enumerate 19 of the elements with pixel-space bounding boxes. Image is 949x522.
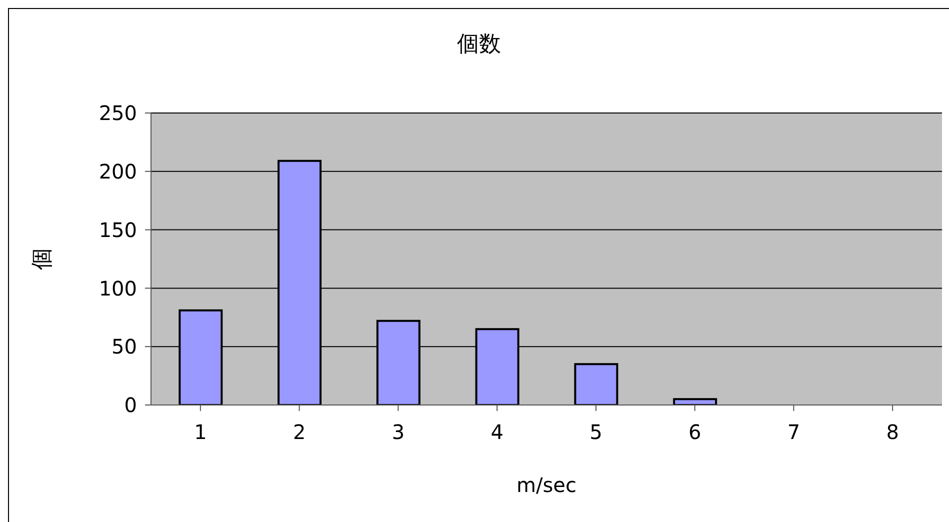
- x-tick-label: 4: [490, 420, 504, 444]
- y-tick-label: 50: [112, 334, 137, 359]
- x-tick-label: 7: [787, 420, 800, 444]
- y-tick-label: 250: [98, 101, 137, 126]
- x-tick-label: 6: [688, 420, 702, 444]
- bar: [574, 363, 618, 405]
- y-tick-label: 100: [98, 276, 137, 300]
- x-tick-label: 2: [292, 420, 306, 444]
- x-tick-label: 3: [392, 420, 405, 444]
- y-tick-label: 0: [124, 393, 137, 418]
- y-tick-label: 150: [98, 218, 137, 242]
- x-tick-label: 1: [194, 420, 207, 444]
- y-axis-title: 個: [30, 248, 55, 270]
- chart-title: 個数: [456, 31, 502, 59]
- x-axis-title: m/sec: [516, 473, 576, 497]
- y-tick-label: 200: [98, 160, 137, 184]
- x-tick-label: 8: [886, 420, 899, 444]
- bar: [673, 398, 718, 405]
- x-tick-label: 5: [590, 420, 602, 444]
